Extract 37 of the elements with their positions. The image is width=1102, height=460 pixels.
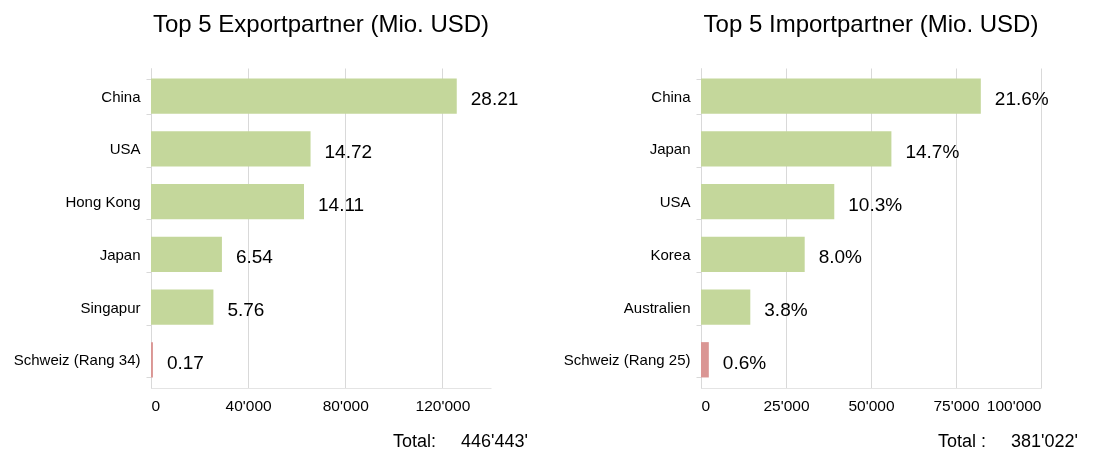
annotation: 8.0%: [818, 246, 863, 268]
text: Total: 446'443': [392, 431, 529, 452]
annotation: 0.17: [166, 351, 204, 373]
annotation: 5.76: [227, 299, 265, 321]
y-tick-label: Japan: [649, 140, 691, 158]
annotation: 14.11: [318, 193, 365, 215]
annotation: 14.7%: [905, 140, 960, 162]
x-tick-label: 50'000: [848, 396, 895, 414]
y-tick-label: Korea: [650, 245, 692, 263]
x-tick-label: 75'000: [933, 396, 980, 414]
y-tick-label: USA: [109, 140, 141, 158]
chart-title: Top 5 Importpartner (Mio. USD): [703, 10, 1039, 37]
y-tick-label: China: [651, 87, 692, 105]
y-tick-label: Japan: [99, 245, 141, 263]
text: Total : 381'022': [937, 431, 1079, 452]
annotation: 28.21: [470, 88, 519, 110]
chart-title: Top 5 Exportpartner (Mio. USD): [152, 10, 490, 37]
x-tick-label: 0: [701, 396, 711, 414]
y-tick-label: Singapur: [80, 298, 141, 316]
annotation: 21.6%: [994, 88, 1049, 110]
x-tick-label: 100'000: [986, 396, 1042, 414]
y-tick-label: USA: [659, 193, 691, 211]
y-tick-label: Schweiz (Rang 25): [563, 351, 691, 369]
annotation: 14.72: [324, 140, 373, 162]
y-tick-label: Hong Kong: [65, 193, 141, 211]
x-tick-label: 120'000: [415, 396, 471, 414]
x-tick-label: 80'000: [322, 396, 370, 414]
y-tick-label: Schweiz (Rang 34): [13, 351, 141, 369]
x-tick-label: 25'000: [763, 396, 810, 414]
x-tick-label: 0: [151, 396, 161, 414]
y-tick-label: China: [101, 87, 142, 105]
annotation: 0.6%: [722, 351, 767, 373]
x-tick-label: 40'000: [225, 396, 273, 414]
annotation: 3.8%: [764, 299, 808, 321]
annotation: 6.54: [235, 246, 274, 268]
annotation: 10.3%: [848, 193, 903, 215]
y-tick-label: Australien: [623, 298, 691, 316]
